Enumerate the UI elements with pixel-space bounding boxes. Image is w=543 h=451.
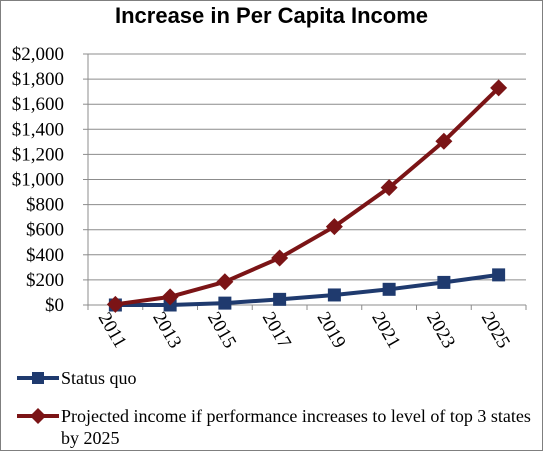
data-point — [325, 218, 343, 236]
series-line — [115, 86, 501, 307]
data-point — [382, 282, 396, 296]
data-point — [380, 179, 398, 197]
series-line — [115, 272, 499, 307]
grid-lines — [88, 53, 526, 281]
axes — [83, 53, 527, 310]
data-point — [437, 275, 451, 289]
y-tick-label: $800 — [26, 195, 64, 216]
legend-label-projected: Projected income if performance increase… — [61, 406, 531, 448]
y-axis-ticks: $0 $200 $400 $600 $800 $1,000 $1,200 $1,400 $1,6… — [12, 44, 64, 316]
y-tick-label: $2,000 — [12, 44, 64, 65]
y-tick-label: $200 — [26, 270, 64, 291]
x-tick-label: 2023 — [422, 309, 459, 352]
x-tick-label: 2013 — [148, 309, 185, 352]
x-tick-label: 2025 — [477, 309, 514, 352]
data-point — [271, 249, 289, 267]
x-tick-label: 2019 — [313, 309, 350, 352]
y-tick-label: $600 — [26, 220, 64, 241]
legend-swatch-projected — [17, 408, 59, 424]
y-tick-label: $1,000 — [12, 170, 64, 191]
y-tick-label: $1,200 — [12, 144, 64, 165]
x-axis-ticks: 2011 2013 2015 2017 2019 2021 2023 2025 — [94, 309, 514, 352]
data-point — [492, 268, 506, 282]
legend-swatch-status-quo — [17, 372, 59, 384]
data-point — [216, 273, 234, 291]
x-tick-label: 2011 — [94, 309, 131, 352]
data-point — [218, 296, 232, 310]
x-tick-label: 2017 — [258, 309, 295, 352]
data-point — [490, 79, 508, 97]
series-0 — [108, 268, 506, 312]
data-point — [327, 288, 341, 302]
y-tick-label: $400 — [26, 245, 64, 266]
chart-title: Increase in Per Capita Income — [114, 3, 429, 28]
legend-label-status-quo: Status quo — [61, 368, 137, 388]
data-point — [435, 132, 453, 150]
data-point — [161, 288, 179, 306]
series-layer — [106, 79, 508, 313]
y-tick-label: $1,600 — [12, 94, 64, 115]
y-tick-label: $1,800 — [12, 69, 64, 90]
data-point — [106, 295, 124, 313]
x-tick-label: 2021 — [367, 309, 404, 352]
x-tick-label: 2015 — [203, 309, 240, 352]
y-tick-label: $0 — [45, 295, 64, 316]
y-tick-label: $1,400 — [12, 119, 64, 140]
data-point — [273, 292, 287, 306]
series-1 — [106, 79, 508, 313]
